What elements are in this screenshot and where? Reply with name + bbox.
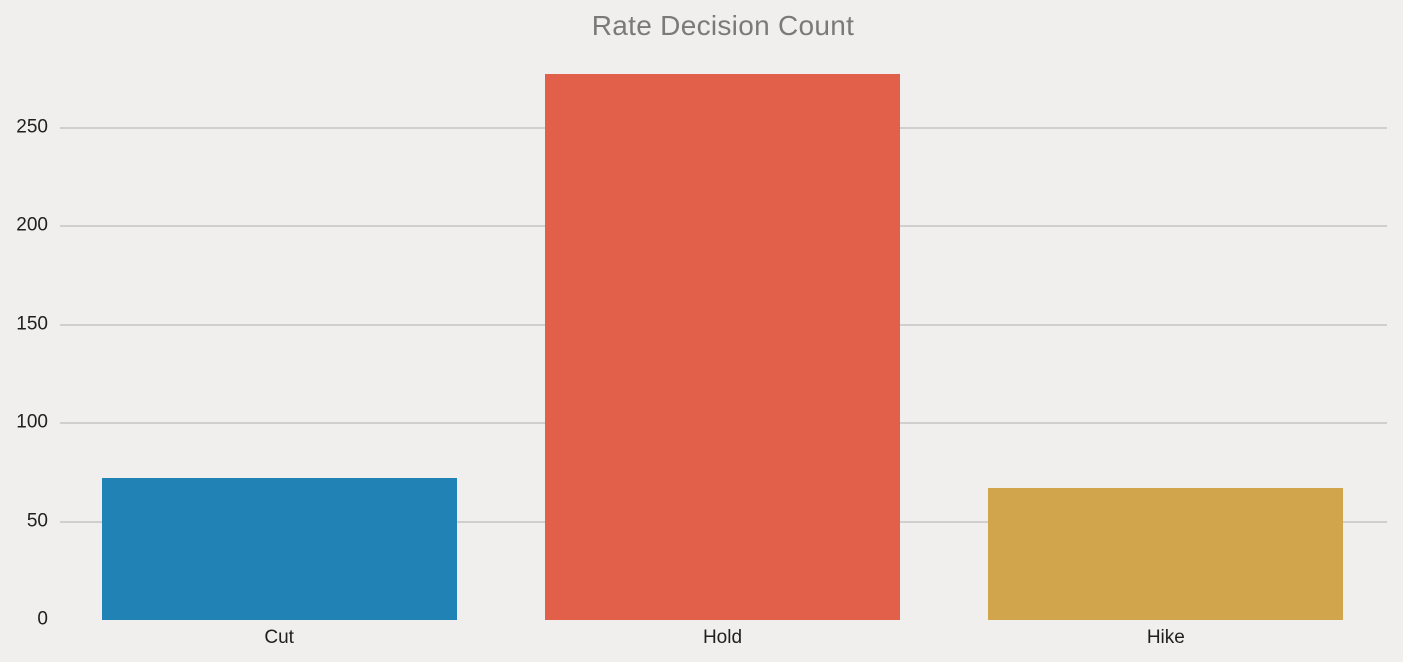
x-axis-category-label: Cut xyxy=(264,627,294,648)
y-axis-tick-label: 150 xyxy=(16,313,48,335)
y-axis-tick-label: 200 xyxy=(16,214,48,236)
y-axis-tick-label: 100 xyxy=(16,411,48,433)
y-axis-tick-label: 0 xyxy=(37,608,48,630)
y-axis-tick-label: 250 xyxy=(16,116,48,138)
chart-title: Rate Decision Count xyxy=(591,10,855,41)
x-axis-category-label: Hold xyxy=(702,627,743,648)
x-axis-category-label: Hike xyxy=(1146,627,1185,648)
bar-cut[interactable] xyxy=(101,478,457,620)
y-axis-tick-label: 50 xyxy=(26,510,48,532)
bar-hike[interactable] xyxy=(988,488,1344,620)
bar-hold[interactable] xyxy=(545,74,900,620)
